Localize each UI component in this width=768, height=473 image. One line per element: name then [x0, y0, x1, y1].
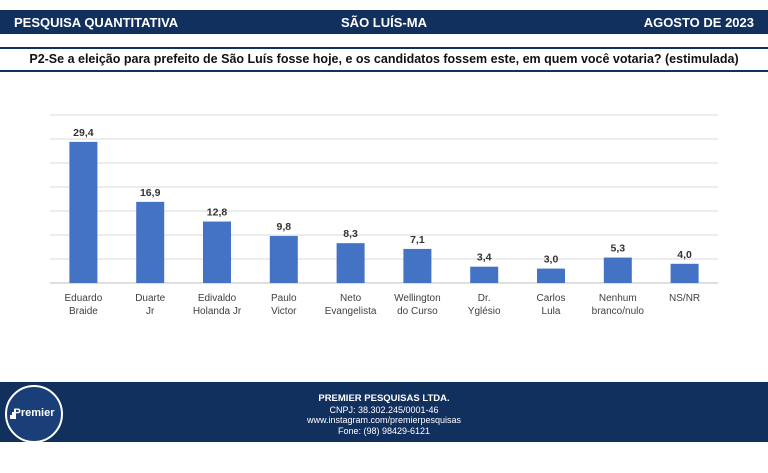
bar [69, 141, 98, 283]
header-bar: SÃO LUÍS-MA PESQUISA QUANTITATIVA AGOSTO… [0, 10, 768, 34]
data-label: 29,4 [73, 127, 94, 139]
data-label: 3,0 [544, 254, 559, 266]
data-label: 8,3 [343, 228, 358, 240]
premier-logo: Premier [5, 385, 63, 443]
bar [470, 266, 499, 283]
category-label: Paulo [271, 293, 297, 304]
category-label: Nenhum [599, 293, 637, 304]
data-label: 3,4 [477, 252, 492, 264]
footer-contact: PREMIER PESQUISAS LTDA. CNPJ: 38.302.245… [0, 393, 768, 436]
bar [603, 257, 632, 283]
category-label: Dr. [478, 293, 491, 304]
data-label: 9,8 [276, 221, 291, 233]
data-label: 7,1 [410, 234, 425, 246]
category-label: Lula [542, 306, 561, 317]
category-label: Carlos [537, 293, 566, 304]
category-label: Victor [271, 306, 297, 317]
bar [203, 221, 231, 283]
header-survey-type: PESQUISA QUANTITATIVA [14, 15, 179, 30]
category-label: Edivaldo [198, 293, 237, 304]
category-label: Jr [146, 306, 155, 317]
footer-instagram: www.instagram.com/premierpesquisas [306, 415, 462, 425]
footer-company: PREMIER PESQUISAS LTDA. [318, 393, 450, 404]
category-label: NS/NR [669, 293, 700, 304]
data-label: 12,8 [207, 207, 228, 219]
category-label: Evangelista [325, 306, 377, 317]
question-text: P2-Se a eleição para prefeito de São Luí… [0, 47, 768, 72]
bar [336, 243, 365, 283]
header-date: AGOSTO DE 2023 [643, 15, 754, 30]
bar [670, 263, 699, 283]
category-label: Wellington [394, 293, 441, 304]
category-label: Yglésio [468, 306, 501, 317]
header-city: SÃO LUÍS-MA [341, 15, 427, 30]
bar-chart: 29,4 Eduardo Braide 16,9 Duarte Jr 12,8 Edivald… [50, 114, 718, 317]
data-label: 4,0 [677, 249, 692, 261]
category-label: Holanda Jr [193, 306, 242, 317]
logo-bars-icon [10, 409, 16, 419]
footer-bar [0, 382, 768, 442]
category-label: do Curso [397, 306, 438, 317]
category-label: Neto [340, 293, 362, 304]
bar [537, 268, 565, 283]
category-label: branco/nulo [592, 306, 645, 317]
category-label: Braide [69, 306, 98, 317]
bar [403, 248, 432, 283]
category-label: Duarte [135, 293, 165, 304]
footer-cnpj: CNPJ: 38.302.245/0001-46 [329, 404, 439, 415]
logo-text: Premier [13, 407, 55, 419]
bar [269, 235, 298, 283]
category-label: Eduardo [64, 293, 102, 304]
bar [136, 201, 165, 283]
data-label: 5,3 [610, 243, 625, 255]
footer-phone: Fone: (98) 98429-6121 [337, 425, 431, 436]
data-label: 16,9 [140, 187, 161, 199]
